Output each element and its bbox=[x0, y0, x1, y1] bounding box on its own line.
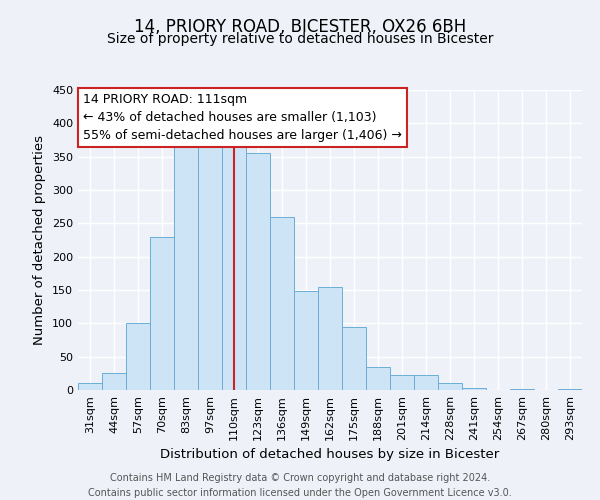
Bar bbox=[342, 326, 366, 390]
Y-axis label: Number of detached properties: Number of detached properties bbox=[34, 135, 46, 345]
Bar bbox=[438, 382, 462, 390]
Bar bbox=[126, 324, 150, 390]
Bar bbox=[150, 236, 174, 390]
Bar bbox=[270, 216, 294, 390]
Bar bbox=[390, 376, 414, 390]
Bar bbox=[174, 146, 198, 390]
Bar bbox=[318, 286, 342, 390]
Text: Contains HM Land Registry data © Crown copyright and database right 2024.
Contai: Contains HM Land Registry data © Crown c… bbox=[88, 472, 512, 498]
Bar bbox=[102, 374, 126, 390]
Bar bbox=[198, 144, 222, 390]
Bar bbox=[294, 292, 318, 390]
X-axis label: Distribution of detached houses by size in Bicester: Distribution of detached houses by size … bbox=[160, 448, 500, 462]
Bar bbox=[366, 368, 390, 390]
Bar bbox=[222, 140, 246, 390]
Bar bbox=[78, 384, 102, 390]
Text: 14 PRIORY ROAD: 111sqm
← 43% of detached houses are smaller (1,103)
55% of semi-: 14 PRIORY ROAD: 111sqm ← 43% of detached… bbox=[83, 93, 402, 142]
Bar bbox=[462, 388, 486, 390]
Text: 14, PRIORY ROAD, BICESTER, OX26 6BH: 14, PRIORY ROAD, BICESTER, OX26 6BH bbox=[134, 18, 466, 36]
Bar bbox=[414, 376, 438, 390]
Text: Size of property relative to detached houses in Bicester: Size of property relative to detached ho… bbox=[107, 32, 493, 46]
Bar bbox=[246, 154, 270, 390]
